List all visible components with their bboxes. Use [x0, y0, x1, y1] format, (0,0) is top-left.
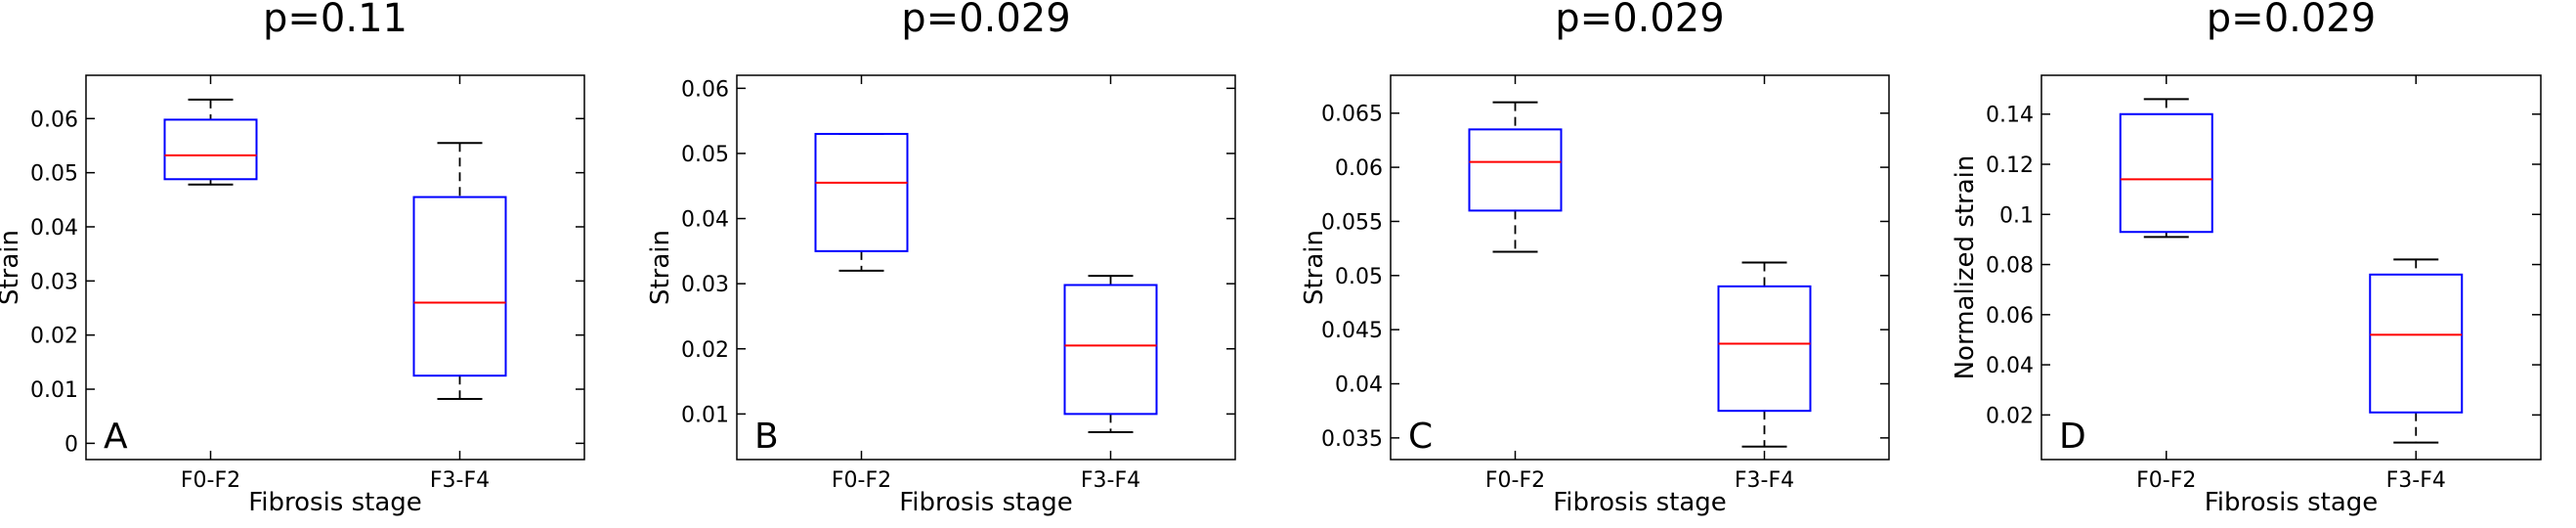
y-tick-label: 0.02 — [681, 338, 729, 363]
iqr-box — [1468, 128, 1563, 212]
y-tick-label: 0.1 — [1999, 203, 2034, 228]
x-axis-label: Fibrosis stage — [2205, 488, 2379, 517]
y-tick-label: 0.06 — [1335, 156, 1383, 181]
y-tick-label: 0.02 — [30, 325, 78, 349]
y-tick-label: 0.02 — [1986, 404, 2034, 428]
x-tick-label: F3-F4 — [2386, 468, 2446, 493]
y-axis-label: Strain — [1300, 230, 1329, 305]
axes-frame — [1390, 74, 1890, 461]
y-tick-label: 0.06 — [1986, 304, 2034, 329]
panel-a: 0 0.01 0.02 0.03 0.04 0.05 0.06 F0-F2 F3-F4 p=0.1… — [0, 0, 585, 517]
panel-title: p=0.029 — [901, 0, 1070, 41]
panel-letter: A — [104, 417, 128, 457]
y-tick-label: 0.04 — [681, 208, 729, 233]
y-tick-label: 0.01 — [30, 378, 78, 403]
iqr-box — [1717, 285, 1812, 413]
axes-frame — [736, 74, 1236, 461]
y-tick-label: 0.12 — [1986, 154, 2034, 178]
y-tick-label: 0.14 — [1986, 104, 2034, 128]
box-f0-f2 — [163, 98, 258, 186]
panel-title: p=0.11 — [263, 0, 408, 41]
iqr-box — [1063, 284, 1158, 416]
iqr-box — [2369, 273, 2464, 414]
panel-b: 0.01 0.02 0.03 0.04 0.05 0.06 F0-F2 F3-F4 p=0.02… — [646, 0, 1236, 517]
y-tick-label: 0.01 — [681, 403, 729, 427]
y-tick-label: 0.06 — [681, 77, 729, 102]
iqr-box — [2119, 112, 2213, 234]
axes-frame — [2040, 74, 2542, 461]
y-tick-label: 0.08 — [1986, 254, 2034, 279]
x-tick-label: F0-F2 — [1485, 468, 1545, 493]
y-tick-label: 0.065 — [1321, 103, 1383, 127]
x-tick-label: F0-F2 — [2136, 468, 2196, 493]
box-f3-f4 — [1063, 275, 1158, 434]
x-tick-label: F0-F2 — [832, 468, 891, 493]
panel-letter: D — [2059, 417, 2086, 457]
box-f3-f4 — [2369, 258, 2464, 444]
y-axis-label: Normalized strain — [1951, 155, 1980, 380]
box-f0-f2 — [1468, 101, 1563, 253]
axes-frame — [85, 74, 585, 461]
y-tick-label: 0.05 — [1335, 265, 1383, 289]
panel-letter: B — [754, 417, 779, 457]
y-tick-label: 0.035 — [1321, 427, 1383, 452]
x-axis-label: Fibrosis stage — [248, 488, 422, 517]
panel-title: p=0.029 — [1555, 0, 1724, 41]
y-tick-label: 0.04 — [1986, 354, 2034, 378]
y-tick-label: 0.03 — [30, 270, 78, 294]
y-tick-label: 0.045 — [1321, 319, 1383, 343]
y-tick-label: 0.03 — [681, 273, 729, 297]
y-tick-label: 0.05 — [681, 143, 729, 167]
panel-d: 0.02 0.04 0.06 0.08 0.1 0.12 0.14 F0-F2 F3-F4 p=0… — [1951, 0, 2542, 517]
y-tick-label: 0.04 — [30, 216, 78, 241]
y-axis-label: Strain — [646, 230, 675, 305]
x-tick-label: F3-F4 — [1081, 468, 1140, 493]
x-axis-label: Fibrosis stage — [1553, 488, 1727, 517]
y-tick-label: 0.04 — [1335, 374, 1383, 398]
box-f3-f4 — [412, 142, 507, 401]
panel-title: p=0.029 — [2207, 0, 2376, 41]
x-tick-label: F3-F4 — [430, 468, 490, 493]
iqr-box — [412, 196, 507, 377]
y-tick-label: 0 — [64, 432, 78, 457]
y-tick-label: 0.05 — [30, 162, 78, 187]
panel-letter: C — [1408, 417, 1433, 457]
box-f0-f2 — [2119, 98, 2213, 239]
box-f0-f2 — [814, 132, 909, 272]
y-axis-label: Strain — [0, 230, 24, 305]
panel-c: 0.035 0.04 0.045 0.05 0.055 0.06 0.065 F0-F2 F3-… — [1300, 0, 1890, 517]
iqr-box — [814, 132, 909, 252]
y-tick-label: 0.055 — [1321, 210, 1383, 235]
y-tick-label: 0.06 — [30, 108, 78, 132]
iqr-box — [163, 118, 258, 181]
x-axis-label: Fibrosis stage — [899, 488, 1073, 517]
x-tick-label: F0-F2 — [181, 468, 240, 493]
box-f3-f4 — [1717, 261, 1812, 448]
x-tick-label: F3-F4 — [1735, 468, 1794, 493]
